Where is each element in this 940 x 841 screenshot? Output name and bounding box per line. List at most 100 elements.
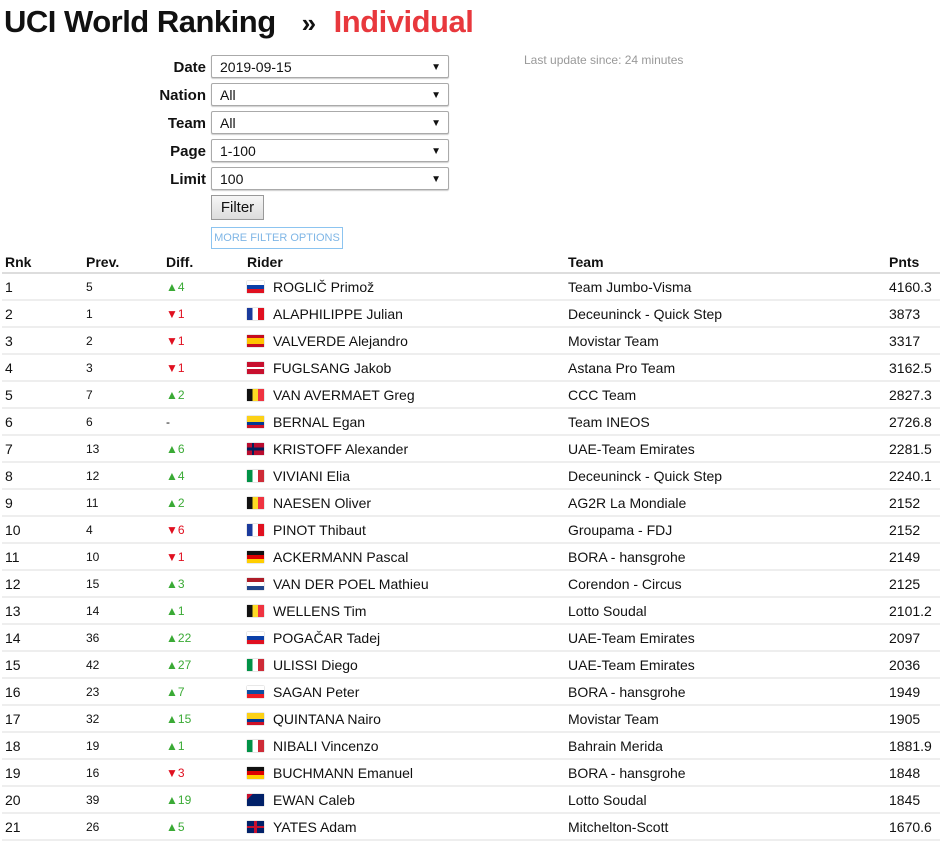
team-link[interactable]: Groupama - FDJ	[565, 516, 886, 544]
diff-value: 1	[177, 333, 185, 348]
rider-link[interactable]: VAN DER POEL Mathieu	[273, 575, 429, 592]
table-row[interactable]: 18 19 ▲1 NIBALI Vincenzo Bahrain Merida …	[2, 732, 940, 760]
team-link[interactable]: Mitchelton-Scott	[565, 813, 886, 841]
rider-link[interactable]: ACKERMANN Pascal	[273, 548, 409, 565]
table-row[interactable]: 5 7 ▲2 VAN AVERMAET Greg CCC Team 2827.3	[2, 381, 940, 409]
table-row[interactable]: 3 2 ▼1 VALVERDE Alejandro Movistar Team …	[2, 327, 940, 355]
table-row[interactable]: 14 36 ▲22 POGAČAR Tadej UAE-Team Emirate…	[2, 624, 940, 652]
rank: 2	[2, 300, 83, 328]
rider-link[interactable]: POGAČAR Tadej	[273, 629, 381, 646]
rider-link[interactable]: VALVERDE Alejandro	[273, 332, 408, 349]
previous-rank: 15	[83, 570, 163, 598]
page-select[interactable]: 1-100 ▼	[211, 139, 449, 162]
team-link[interactable]: UAE-Team Emirates	[565, 624, 886, 652]
rider-link[interactable]: NIBALI Vincenzo	[273, 737, 379, 754]
filter-button[interactable]: Filter	[211, 195, 264, 220]
team-link[interactable]: BORA - hansgrohe	[565, 759, 886, 787]
rider-link[interactable]: VIVIANI Elia	[273, 467, 351, 484]
team-link[interactable]: BORA - hansgrohe	[565, 543, 886, 571]
column-header-rnk[interactable]: Rnk	[2, 252, 83, 274]
filter-label: Limit	[170, 171, 206, 188]
rider-link[interactable]: PINOT Thibaut	[273, 521, 366, 538]
nation-select[interactable]: All ▼	[211, 83, 449, 106]
arrow-up-icon: ▲	[166, 387, 178, 402]
rider-link[interactable]: EWAN Caleb	[273, 791, 355, 808]
rider-link[interactable]: ULISSI Diego	[273, 656, 358, 673]
table-row[interactable]: 19 16 ▼3 BUCHMANN Emanuel BORA - hansgro…	[2, 759, 940, 787]
table-row[interactable]: 21 26 ▲5 YATES Adam Mitchelton-Scott 167…	[2, 813, 940, 841]
table-row[interactable]: 4 3 ▼1 FUGLSANG Jakob Astana Pro Team 31…	[2, 354, 940, 382]
column-header-team[interactable]: Team	[565, 252, 886, 274]
team-link[interactable]: Deceuninck - Quick Step	[565, 462, 886, 490]
rider-link[interactable]: SAGAN Peter	[273, 683, 360, 700]
team-link[interactable]: BORA - hansgrohe	[565, 678, 886, 706]
date-select[interactable]: 2019-09-15 ▼	[211, 55, 449, 78]
table-row[interactable]: 10 4 ▼6 PINOT Thibaut Groupama - FDJ 215…	[2, 516, 940, 544]
team-link[interactable]: Astana Pro Team	[565, 354, 886, 382]
arrow-up-icon: ▲	[166, 441, 178, 456]
table-row[interactable]: 2 1 ▼1 ALAPHILIPPE Julian Deceuninck - Q…	[2, 300, 940, 328]
table-row[interactable]: 1 5 ▲4 ROGLIČ Primož Team Jumbo-Visma 41…	[2, 273, 940, 301]
chevron-down-icon: ▼	[431, 62, 441, 73]
team-link[interactable]: Movistar Team	[565, 705, 886, 733]
rank: 3	[2, 327, 83, 355]
table-row[interactable]: 9 11 ▲2 NAESEN Oliver AG2R La Mondiale 2…	[2, 489, 940, 517]
select-value: All	[220, 87, 236, 103]
table-row[interactable]: 20 39 ▲19 EWAN Caleb Lotto Soudal 1845	[2, 786, 940, 814]
column-header-rider[interactable]: Rider	[244, 252, 565, 274]
rider-link[interactable]: NAESEN Oliver	[273, 494, 372, 511]
team-link[interactable]: Team Jumbo-Visma	[565, 273, 886, 301]
previous-rank: 23	[83, 678, 163, 706]
chevron-down-icon: ▼	[431, 90, 441, 101]
arrow-up-icon: ▲	[166, 576, 178, 591]
arrow-down-icon: ▼	[166, 360, 178, 375]
rider-link[interactable]: WELLENS Tim	[273, 602, 367, 619]
more-filter-options-button[interactable]: MORE FILTER OPTIONS	[211, 227, 343, 249]
table-row[interactable]: 17 32 ▲15 QUINTANA Nairo Movistar Team 1…	[2, 705, 940, 733]
rider-link[interactable]: YATES Adam	[273, 818, 357, 835]
diff-value: 6	[177, 441, 185, 456]
rider-link[interactable]: KRISTOFF Alexander	[273, 440, 409, 457]
column-header-pnts[interactable]: Pnts	[886, 252, 940, 274]
team-link[interactable]: UAE-Team Emirates	[565, 651, 886, 679]
table-row[interactable]: 12 15 ▲3 VAN DER POEL Mathieu Corendon -…	[2, 570, 940, 598]
team-link[interactable]: Bahrain Merida	[565, 732, 886, 760]
team-select[interactable]: All ▼	[211, 111, 449, 134]
column-header-prev[interactable]: Prev.	[83, 252, 163, 274]
rider-link[interactable]: ROGLIČ Primož	[273, 278, 375, 295]
column-header-diff[interactable]: Diff.	[163, 252, 244, 274]
team-link[interactable]: Corendon - Circus	[565, 570, 886, 598]
diff-value: 1	[177, 603, 185, 618]
points: 3873	[886, 300, 940, 328]
table-row[interactable]: 6 6 - BERNAL Egan Team INEOS 2726.8	[2, 408, 940, 436]
rank: 17	[2, 705, 83, 733]
team-link[interactable]: UAE-Team Emirates	[565, 435, 886, 463]
team-link[interactable]: Lotto Soudal	[565, 597, 886, 625]
team-link[interactable]: CCC Team	[565, 381, 886, 409]
previous-rank: 32	[83, 705, 163, 733]
limit-select[interactable]: 100 ▼	[211, 167, 449, 190]
table-row[interactable]: 15 42 ▲27 ULISSI Diego UAE-Team Emirates…	[2, 651, 940, 679]
diff-value: 22	[177, 630, 192, 645]
rider-link[interactable]: QUINTANA Nairo	[273, 710, 381, 727]
table-row[interactable]: 11 10 ▼1 ACKERMANN Pascal BORA - hansgro…	[2, 543, 940, 571]
table-row[interactable]: 13 14 ▲1 WELLENS Tim Lotto Soudal 2101.2	[2, 597, 940, 625]
team-link[interactable]: Lotto Soudal	[565, 786, 886, 814]
team-link[interactable]: AG2R La Mondiale	[565, 489, 886, 517]
table-row[interactable]: 16 23 ▲7 SAGAN Peter BORA - hansgrohe 19…	[2, 678, 940, 706]
rider-link[interactable]: BERNAL Egan	[273, 413, 366, 430]
team-link[interactable]: Deceuninck - Quick Step	[565, 300, 886, 328]
table-row[interactable]: 8 12 ▲4 VIVIANI Elia Deceuninck - Quick …	[2, 462, 940, 490]
team-link[interactable]: Team INEOS	[565, 408, 886, 436]
table-row[interactable]: 7 13 ▲6 KRISTOFF Alexander UAE-Team Emir…	[2, 435, 940, 463]
team-link[interactable]: Movistar Team	[565, 327, 886, 355]
rider-link[interactable]: FUGLSANG Jakob	[273, 359, 392, 376]
previous-rank: 2	[83, 327, 163, 355]
rider-link[interactable]: ALAPHILIPPE Julian	[273, 305, 403, 322]
rider-cell: KRISTOFF Alexander	[244, 435, 565, 463]
rank: 21	[2, 813, 83, 841]
rank-diff: ▼1	[163, 300, 244, 328]
rider-link[interactable]: BUCHMANN Emanuel	[273, 764, 414, 781]
rider-link[interactable]: VAN AVERMAET Greg	[273, 386, 415, 403]
rank-diff: ▲15	[163, 705, 244, 733]
